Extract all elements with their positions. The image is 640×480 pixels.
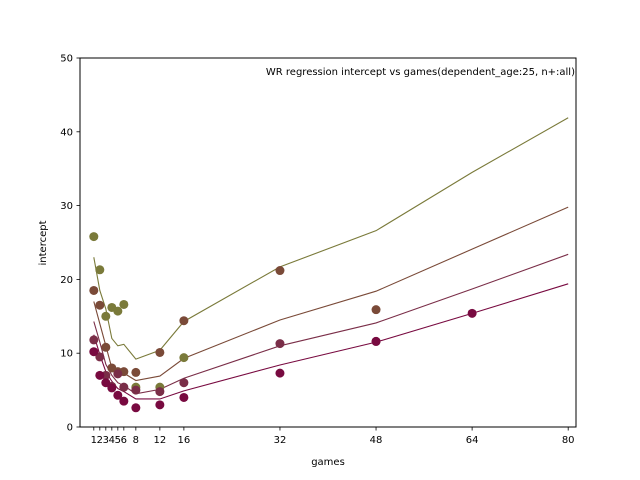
x-tick-label-9: 16	[178, 435, 191, 446]
series-2-point-3	[101, 342, 111, 352]
y-tick-label-4: 30	[60, 201, 73, 212]
series-4-point-3	[101, 378, 111, 388]
series-2-point-9	[179, 316, 189, 326]
series-4-point-1	[89, 347, 99, 357]
x-tick-label-4: 4	[109, 435, 115, 446]
x-tick-label-10: 32	[274, 435, 287, 446]
y-tick-label-5: 40	[60, 127, 73, 138]
x-tick-label-11: 48	[370, 435, 383, 446]
series-1-point-9	[179, 353, 189, 363]
chart-title: WR regression intercept vs games(depende…	[266, 67, 575, 78]
series-1-point-6	[119, 299, 129, 309]
x-tick-label-8: 12	[153, 435, 166, 446]
x-tick-label-3: 3	[103, 435, 109, 446]
series-3-point-7	[131, 385, 141, 395]
x-tick-label-2: 2	[97, 435, 103, 446]
x-tick-label-7: 8	[133, 435, 139, 446]
series-2-point-2	[95, 300, 105, 310]
series-4-point-9	[179, 392, 189, 402]
series-1-point-3	[101, 311, 111, 321]
series-4-point-10	[275, 368, 285, 378]
x-tick-label-6: 6	[121, 435, 127, 446]
x-tick-label-13: 80	[562, 435, 575, 446]
y-axis-label: intercept	[38, 220, 49, 265]
series-4-point-6	[119, 396, 129, 406]
series-1-fit-line	[93, 117, 569, 360]
series-1-point-2	[95, 265, 105, 275]
x-tick-label-12: 64	[466, 435, 479, 446]
series-3-point-2	[95, 352, 105, 362]
series-3-point-6	[119, 382, 129, 392]
series-4-point-11	[371, 336, 381, 346]
series-2-point-7	[131, 367, 141, 377]
series-4-point-8	[155, 400, 165, 410]
y-tick-label-2: 10	[60, 349, 73, 360]
series-1-point-1	[89, 232, 99, 242]
series-2-point-8	[155, 347, 165, 357]
x-axis-label: games	[311, 457, 345, 468]
plot-frame	[79, 57, 577, 428]
y-tick-label-3: 20	[60, 275, 73, 286]
series-2-point-11	[371, 305, 381, 315]
series-3-point-5	[113, 369, 123, 379]
series-3-point-10	[275, 339, 285, 349]
x-tick-label-5: 5	[115, 435, 121, 446]
series-4-point-12	[467, 308, 477, 318]
y-tick-label-1: 0	[67, 423, 73, 434]
series-4-point-7	[131, 403, 141, 413]
y-axis-ticks: 0 10 20 30 40 50	[60, 54, 80, 434]
series-3-point-8	[155, 387, 165, 397]
x-tick-label-1: 1	[91, 435, 97, 446]
series-4-point-2	[95, 370, 105, 380]
y-tick-label-6: 50	[60, 54, 73, 65]
plot-series	[89, 117, 569, 413]
series-4-point-5	[113, 390, 123, 400]
series-2-point-1	[89, 285, 99, 295]
x-axis-ticks: 1 2 3 4 5 6 8 12 16 32 48 64 80	[91, 427, 575, 446]
series-1-point-5	[113, 306, 123, 316]
series-3-point-9	[179, 378, 189, 388]
series-4-point-4	[107, 383, 117, 393]
series-2-point-10	[275, 266, 285, 276]
series-3-point-1	[89, 335, 99, 345]
